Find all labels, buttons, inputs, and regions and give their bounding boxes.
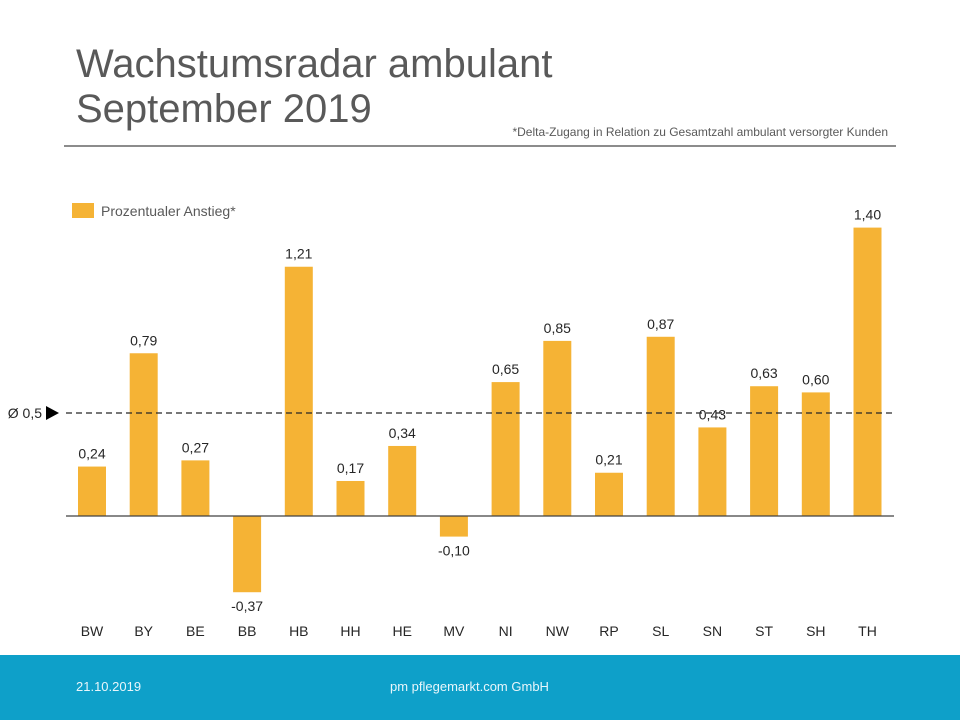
bar-by — [129, 353, 158, 516]
value-label-sl: 0,87 — [647, 316, 674, 332]
category-label-ni: NI — [499, 623, 513, 639]
value-label-sn: 0,43 — [699, 406, 726, 422]
value-label-nw: 0,85 — [544, 320, 571, 336]
category-label-bb: BB — [238, 623, 257, 639]
footnote: *Delta-Zugang in Relation zu Gesamtzahl … — [512, 125, 888, 139]
category-label-th: TH — [858, 623, 877, 639]
value-label-he: 0,34 — [389, 425, 416, 441]
category-label-bw: BW — [81, 623, 104, 639]
bar-hb — [284, 266, 313, 516]
title-divider — [64, 145, 896, 147]
slide-title: Wachstumsradar ambulant September 2019 — [76, 42, 552, 132]
bar-ni — [491, 382, 520, 516]
footer-company: pm pflegemarkt.com GmbH — [390, 679, 549, 694]
value-label-th: 1,40 — [854, 207, 881, 223]
value-label-st: 0,63 — [750, 365, 777, 381]
bar-bw — [78, 466, 106, 516]
bar-rp — [595, 472, 623, 516]
bar-sn — [698, 427, 727, 516]
category-label-nw: NW — [546, 623, 570, 639]
value-label-sh: 0,60 — [802, 371, 829, 387]
category-label-sn: SN — [703, 623, 722, 639]
bar-be — [181, 460, 210, 516]
slide-title-line2: September 2019 — [76, 87, 372, 131]
bar-sh — [801, 392, 830, 516]
category-label-be: BE — [186, 623, 205, 639]
average-marker-icon — [46, 406, 59, 420]
bar-nw — [543, 340, 572, 516]
bar-hh — [336, 480, 365, 516]
value-label-hh: 0,17 — [337, 460, 364, 476]
value-label-by: 0,79 — [130, 332, 157, 348]
value-label-hb: 1,21 — [285, 246, 312, 262]
average-label: Ø 0,5 — [8, 405, 42, 421]
bar-sl — [646, 336, 675, 516]
category-label-by: BY — [134, 623, 153, 639]
value-label-bb: -0,37 — [231, 598, 263, 614]
legend-swatch — [72, 203, 94, 218]
bar-he — [388, 445, 417, 516]
bar-chart: Prozentualer Anstieg* 0,24 BW 0,79 BY 0,27 BE -… — [8, 203, 894, 639]
bar-st — [750, 386, 779, 516]
value-label-bw: 0,24 — [78, 446, 105, 462]
footer-bar: 21.10.2019 pm pflegemarkt.com GmbH — [0, 655, 960, 720]
category-label-sl: SL — [652, 623, 669, 639]
legend-label: Prozentualer Anstieg* — [101, 203, 236, 219]
value-label-rp: 0,21 — [595, 452, 622, 468]
category-label-he: HE — [392, 623, 411, 639]
value-label-mv: -0,10 — [438, 543, 470, 559]
footer-date: 21.10.2019 — [76, 679, 142, 694]
value-label-ni: 0,65 — [492, 361, 519, 377]
category-label-sh: SH — [806, 623, 825, 639]
category-label-st: ST — [755, 623, 773, 639]
category-label-hb: HB — [289, 623, 308, 639]
category-label-hh: HH — [340, 623, 360, 639]
bar-mv — [439, 516, 468, 537]
category-label-mv: MV — [443, 623, 465, 639]
category-label-rp: RP — [599, 623, 618, 639]
bar-th — [853, 227, 882, 516]
slide-title-line1: Wachstumsradar ambulant — [76, 42, 553, 86]
bar-bb — [233, 516, 262, 593]
value-label-be: 0,27 — [182, 439, 209, 455]
